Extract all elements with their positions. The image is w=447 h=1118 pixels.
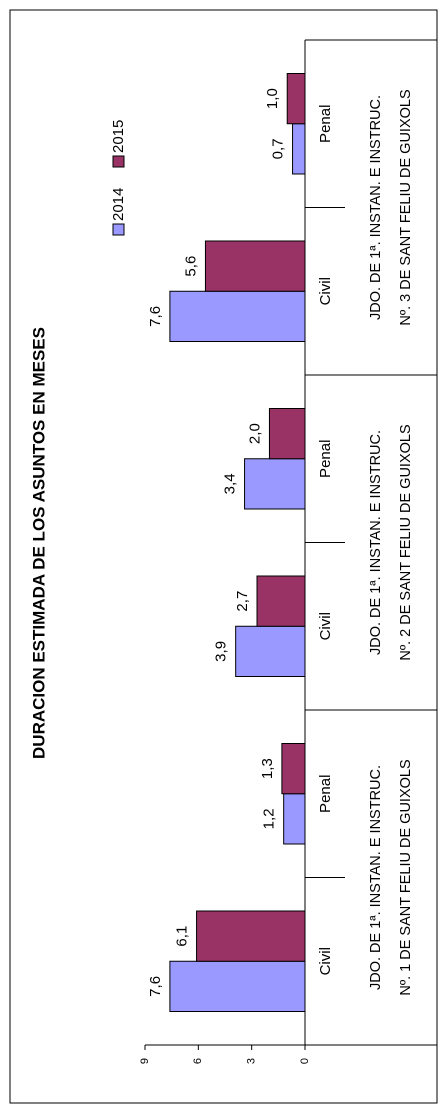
group-label: JDO. DE 1ª. INSTAN. E INSTRUC. — [368, 95, 384, 320]
group-label: Nº. 2 DE SANT FELIU DE GUIXOLS — [398, 424, 414, 660]
group-label: JDO. DE 1ª. INSTAN. E INSTRUC. — [368, 765, 384, 990]
value-label: 1,3 — [259, 758, 276, 779]
bar — [256, 575, 306, 627]
legend-label: 2014 — [110, 188, 127, 221]
x-tick-label: Penal — [317, 775, 334, 813]
bar — [169, 960, 306, 1012]
bar — [169, 290, 306, 342]
x-tick-label: Civil — [317, 277, 334, 305]
x-tick-label: Civil — [317, 612, 334, 640]
value-label: 3,9 — [213, 641, 230, 662]
bar — [292, 123, 306, 175]
legend-label: 2015 — [110, 120, 127, 153]
group-label: Nº. 3 DE SANT FELIU DE GUIXOLS — [398, 89, 414, 325]
bar — [281, 743, 306, 795]
value-label: 5,6 — [182, 256, 199, 277]
y-tick-label: 9 — [139, 1058, 151, 1064]
chart-title: DURACION ESTIMADA DE LOS ASUNTOS EN MESE… — [29, 327, 48, 759]
rotated-chart: DURACION ESTIMADA DE LOS ASUNTOS EN MESE… — [29, 39, 437, 1064]
value-label: 7,6 — [147, 976, 164, 997]
value-label: 6,1 — [174, 926, 191, 947]
legend-swatch — [112, 155, 125, 168]
bar — [283, 793, 306, 845]
y-tick-label: 6 — [192, 1058, 204, 1064]
x-tick-label: Civil — [317, 947, 334, 975]
group-label: JDO. DE 1ª. INSTAN. E INSTRUC. — [368, 430, 384, 655]
legend-swatch — [112, 223, 125, 236]
bar — [286, 73, 306, 125]
value-label: 3,4 — [222, 473, 239, 494]
group-label: Nº. 1 DE SANT FELIU DE GUIXOLS — [398, 759, 414, 995]
x-tick-label: Penal — [317, 105, 334, 143]
value-label: 1,2 — [261, 808, 278, 829]
value-label: 2,0 — [246, 423, 263, 444]
bar — [268, 408, 306, 460]
value-label: 7,6 — [147, 306, 164, 327]
bar — [204, 240, 306, 292]
value-label: 2,7 — [234, 591, 251, 612]
y-tick-label: 3 — [246, 1058, 258, 1064]
bar — [235, 625, 306, 677]
bar — [244, 458, 306, 510]
bar — [196, 910, 306, 962]
y-tick-label: 0 — [299, 1058, 311, 1064]
value-label: 0,7 — [270, 138, 287, 159]
x-tick-label: Penal — [317, 440, 334, 478]
value-label: 1,0 — [264, 88, 281, 109]
